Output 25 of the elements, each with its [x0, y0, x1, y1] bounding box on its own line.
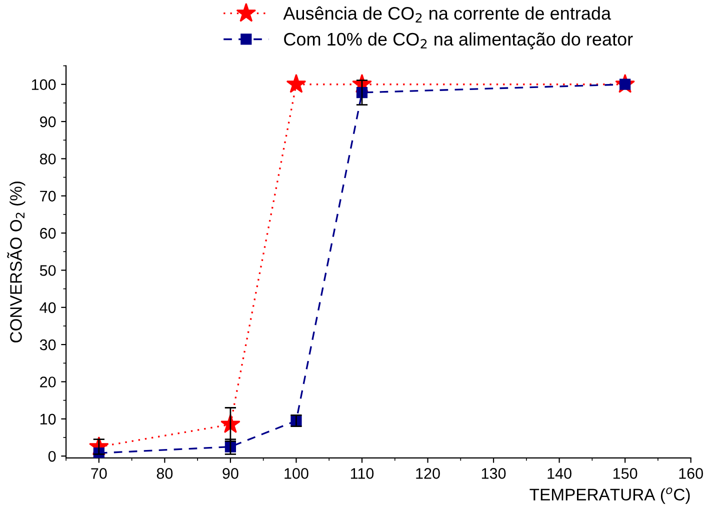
x-tick-label: 160 — [679, 468, 703, 479]
y-tick-label: 0 — [48, 450, 56, 462]
x-tick-label: 70 — [91, 468, 107, 479]
legend-label: Com 10% de CO$_{2}$ na alimentação do reator — [284, 32, 633, 50]
x-tick-label: 140 — [548, 468, 572, 479]
x-tick-label: 120 — [416, 468, 440, 479]
y-tick-label: 90 — [40, 116, 56, 128]
x-tick-label: 150 — [613, 468, 638, 479]
x-tick-label: 110 — [350, 468, 374, 479]
y-tick-label: 10 — [40, 414, 56, 425]
x-axis-title: TEMPERATURA ($^{o}$C) — [530, 487, 690, 504]
y-tick-label: 60 — [40, 228, 56, 239]
y-tick-label: 50 — [40, 265, 56, 276]
y-tick-label: 20 — [40, 376, 56, 388]
x-tick-label: 130 — [482, 468, 506, 479]
y-tick-label: 80 — [40, 154, 56, 164]
y-axis-title: CONVERSÃO O$_{2}$ (%) — [7, 182, 26, 342]
y-tick-label: 70 — [40, 190, 56, 202]
y-tick-label: 100 — [32, 79, 56, 90]
legend-label: Ausência de CO$_{2}$ na corrente de entrada — [283, 6, 612, 23]
x-tick-label: 80 — [156, 468, 173, 479]
x-tick-label: 90 — [222, 468, 238, 479]
y-tick-label: 30 — [40, 339, 56, 350]
x-tick-label: 100 — [284, 468, 308, 479]
y-tick-label: 40 — [40, 302, 56, 314]
